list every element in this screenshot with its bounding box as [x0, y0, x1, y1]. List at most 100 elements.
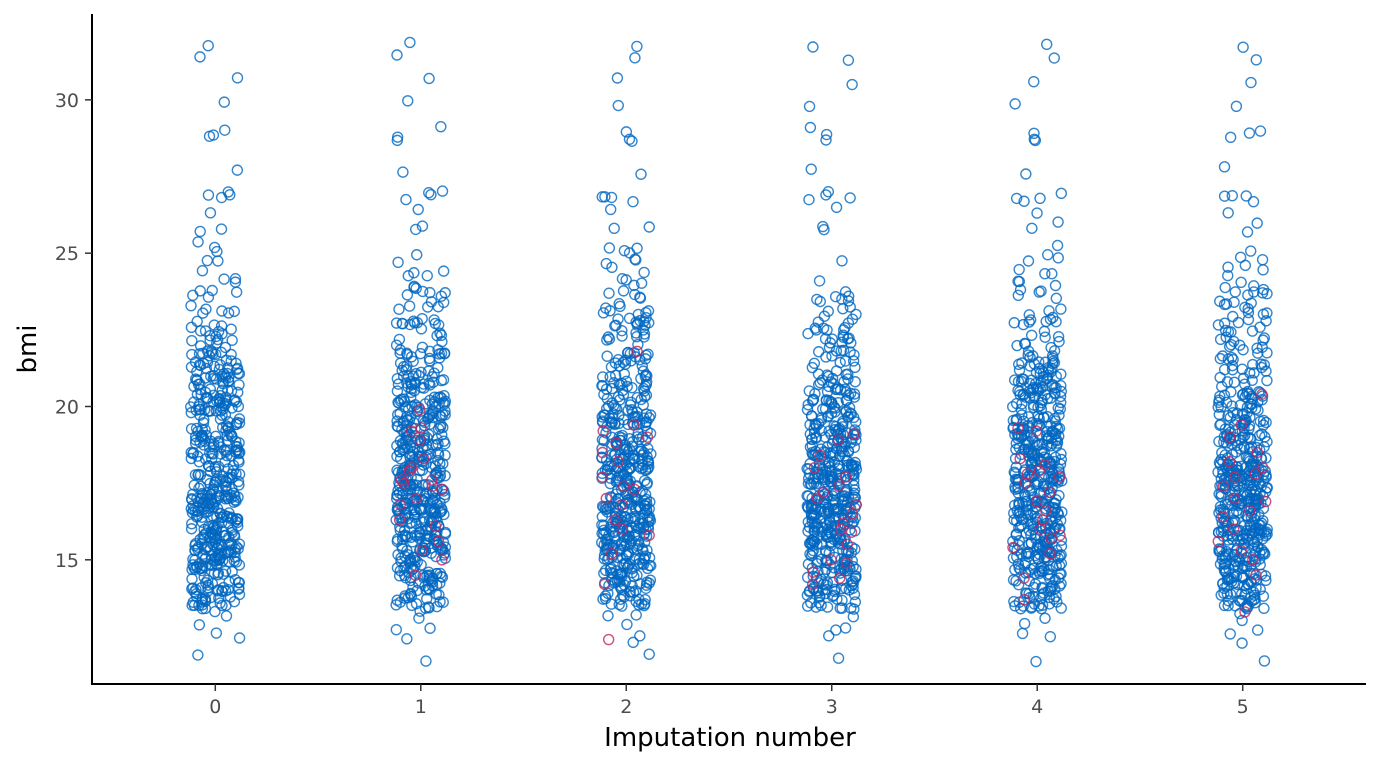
observed-point	[212, 567, 225, 579]
observed-point	[404, 318, 416, 331]
observed-point	[804, 121, 817, 134]
observed-point	[233, 468, 246, 480]
observed-point	[1035, 445, 1048, 458]
observed-point	[596, 191, 608, 203]
observed-point	[1257, 334, 1269, 346]
observed-point	[1028, 127, 1040, 140]
observed-point	[1256, 428, 1268, 440]
observed-point	[820, 189, 832, 201]
observed-point	[1222, 524, 1234, 536]
observed-point	[195, 582, 207, 594]
observed-point	[1225, 464, 1237, 477]
observed-point	[603, 287, 615, 299]
observed-point	[1043, 305, 1055, 317]
observed-point	[636, 557, 649, 570]
observed-point	[840, 545, 853, 557]
observed-point	[640, 389, 653, 401]
observed-point	[1218, 389, 1231, 401]
observed-point	[1046, 350, 1059, 362]
imputed-point	[393, 514, 406, 526]
observed-point	[430, 439, 442, 451]
observed-point	[402, 403, 415, 416]
observed-point	[597, 307, 610, 319]
observed-point	[222, 416, 235, 428]
imputed-point	[1014, 452, 1026, 465]
observed-point	[1222, 269, 1234, 282]
observed-point	[1029, 578, 1042, 590]
observed-point	[437, 374, 450, 386]
observed-point	[431, 600, 443, 613]
observed-point	[1055, 368, 1067, 380]
imputed-point	[1228, 471, 1241, 483]
observed-point	[1220, 298, 1233, 310]
observed-point	[598, 409, 610, 421]
observed-point	[630, 254, 642, 266]
observed-point	[1055, 385, 1067, 398]
imputed-point	[605, 547, 618, 560]
imputed-point	[1217, 480, 1229, 492]
observed-point	[826, 478, 838, 490]
observed-point	[1239, 589, 1251, 601]
observed-point	[597, 528, 610, 540]
observed-point	[213, 549, 225, 561]
observed-point	[1048, 52, 1060, 64]
observed-point	[428, 314, 440, 326]
observed-point	[402, 442, 414, 455]
observed-point	[390, 317, 403, 329]
observed-point	[637, 382, 650, 395]
imputed-point	[1256, 388, 1268, 400]
observed-point	[230, 468, 242, 480]
observed-point	[1020, 587, 1032, 599]
observed-point	[1034, 429, 1046, 441]
observed-point	[1214, 352, 1227, 365]
observed-point	[1257, 419, 1270, 431]
x-tick-label: 4	[1031, 696, 1043, 718]
observed-point	[228, 305, 240, 318]
observed-point	[1053, 422, 1066, 435]
observed-point	[1053, 559, 1066, 572]
imputed-point	[808, 462, 821, 474]
observed-point	[410, 223, 422, 236]
observed-point	[1238, 486, 1250, 499]
observed-point	[1037, 541, 1049, 553]
observed-point	[218, 273, 230, 285]
observed-point	[225, 323, 237, 335]
observed-point	[1226, 359, 1239, 372]
observed-point	[616, 330, 628, 342]
observed-point	[216, 328, 228, 340]
observed-point	[606, 261, 618, 274]
observed-point	[806, 395, 819, 407]
observed-point	[394, 357, 407, 369]
observed-point	[622, 532, 634, 544]
imputed-point	[436, 554, 448, 566]
observed-point	[1022, 345, 1035, 357]
imputed-point	[811, 492, 823, 505]
observed-point	[1023, 309, 1035, 321]
observed-point	[233, 447, 245, 460]
imputed-point	[410, 492, 423, 505]
observed-point	[621, 524, 634, 536]
observed-point	[435, 329, 448, 341]
observed-point	[1017, 318, 1030, 331]
observed-point	[222, 307, 235, 319]
observed-point	[1261, 347, 1273, 359]
observed-point	[1025, 329, 1038, 341]
observed-point	[620, 476, 633, 489]
observed-point	[1051, 596, 1063, 608]
observed-point	[847, 463, 860, 475]
observed-point	[209, 461, 221, 473]
imputed-point	[1239, 606, 1251, 618]
observed-point	[1017, 600, 1030, 612]
observed-point	[202, 291, 215, 303]
observed-point	[397, 166, 409, 178]
observed-point	[810, 477, 823, 490]
observed-point	[1055, 396, 1067, 409]
observed-point	[1247, 195, 1260, 208]
observed-point	[217, 403, 230, 415]
observed-point	[1250, 54, 1262, 66]
observed-point	[600, 427, 612, 439]
observed-point	[812, 418, 825, 430]
observed-point	[1221, 376, 1234, 388]
observed-point	[1013, 496, 1025, 509]
observed-point	[1248, 594, 1260, 606]
